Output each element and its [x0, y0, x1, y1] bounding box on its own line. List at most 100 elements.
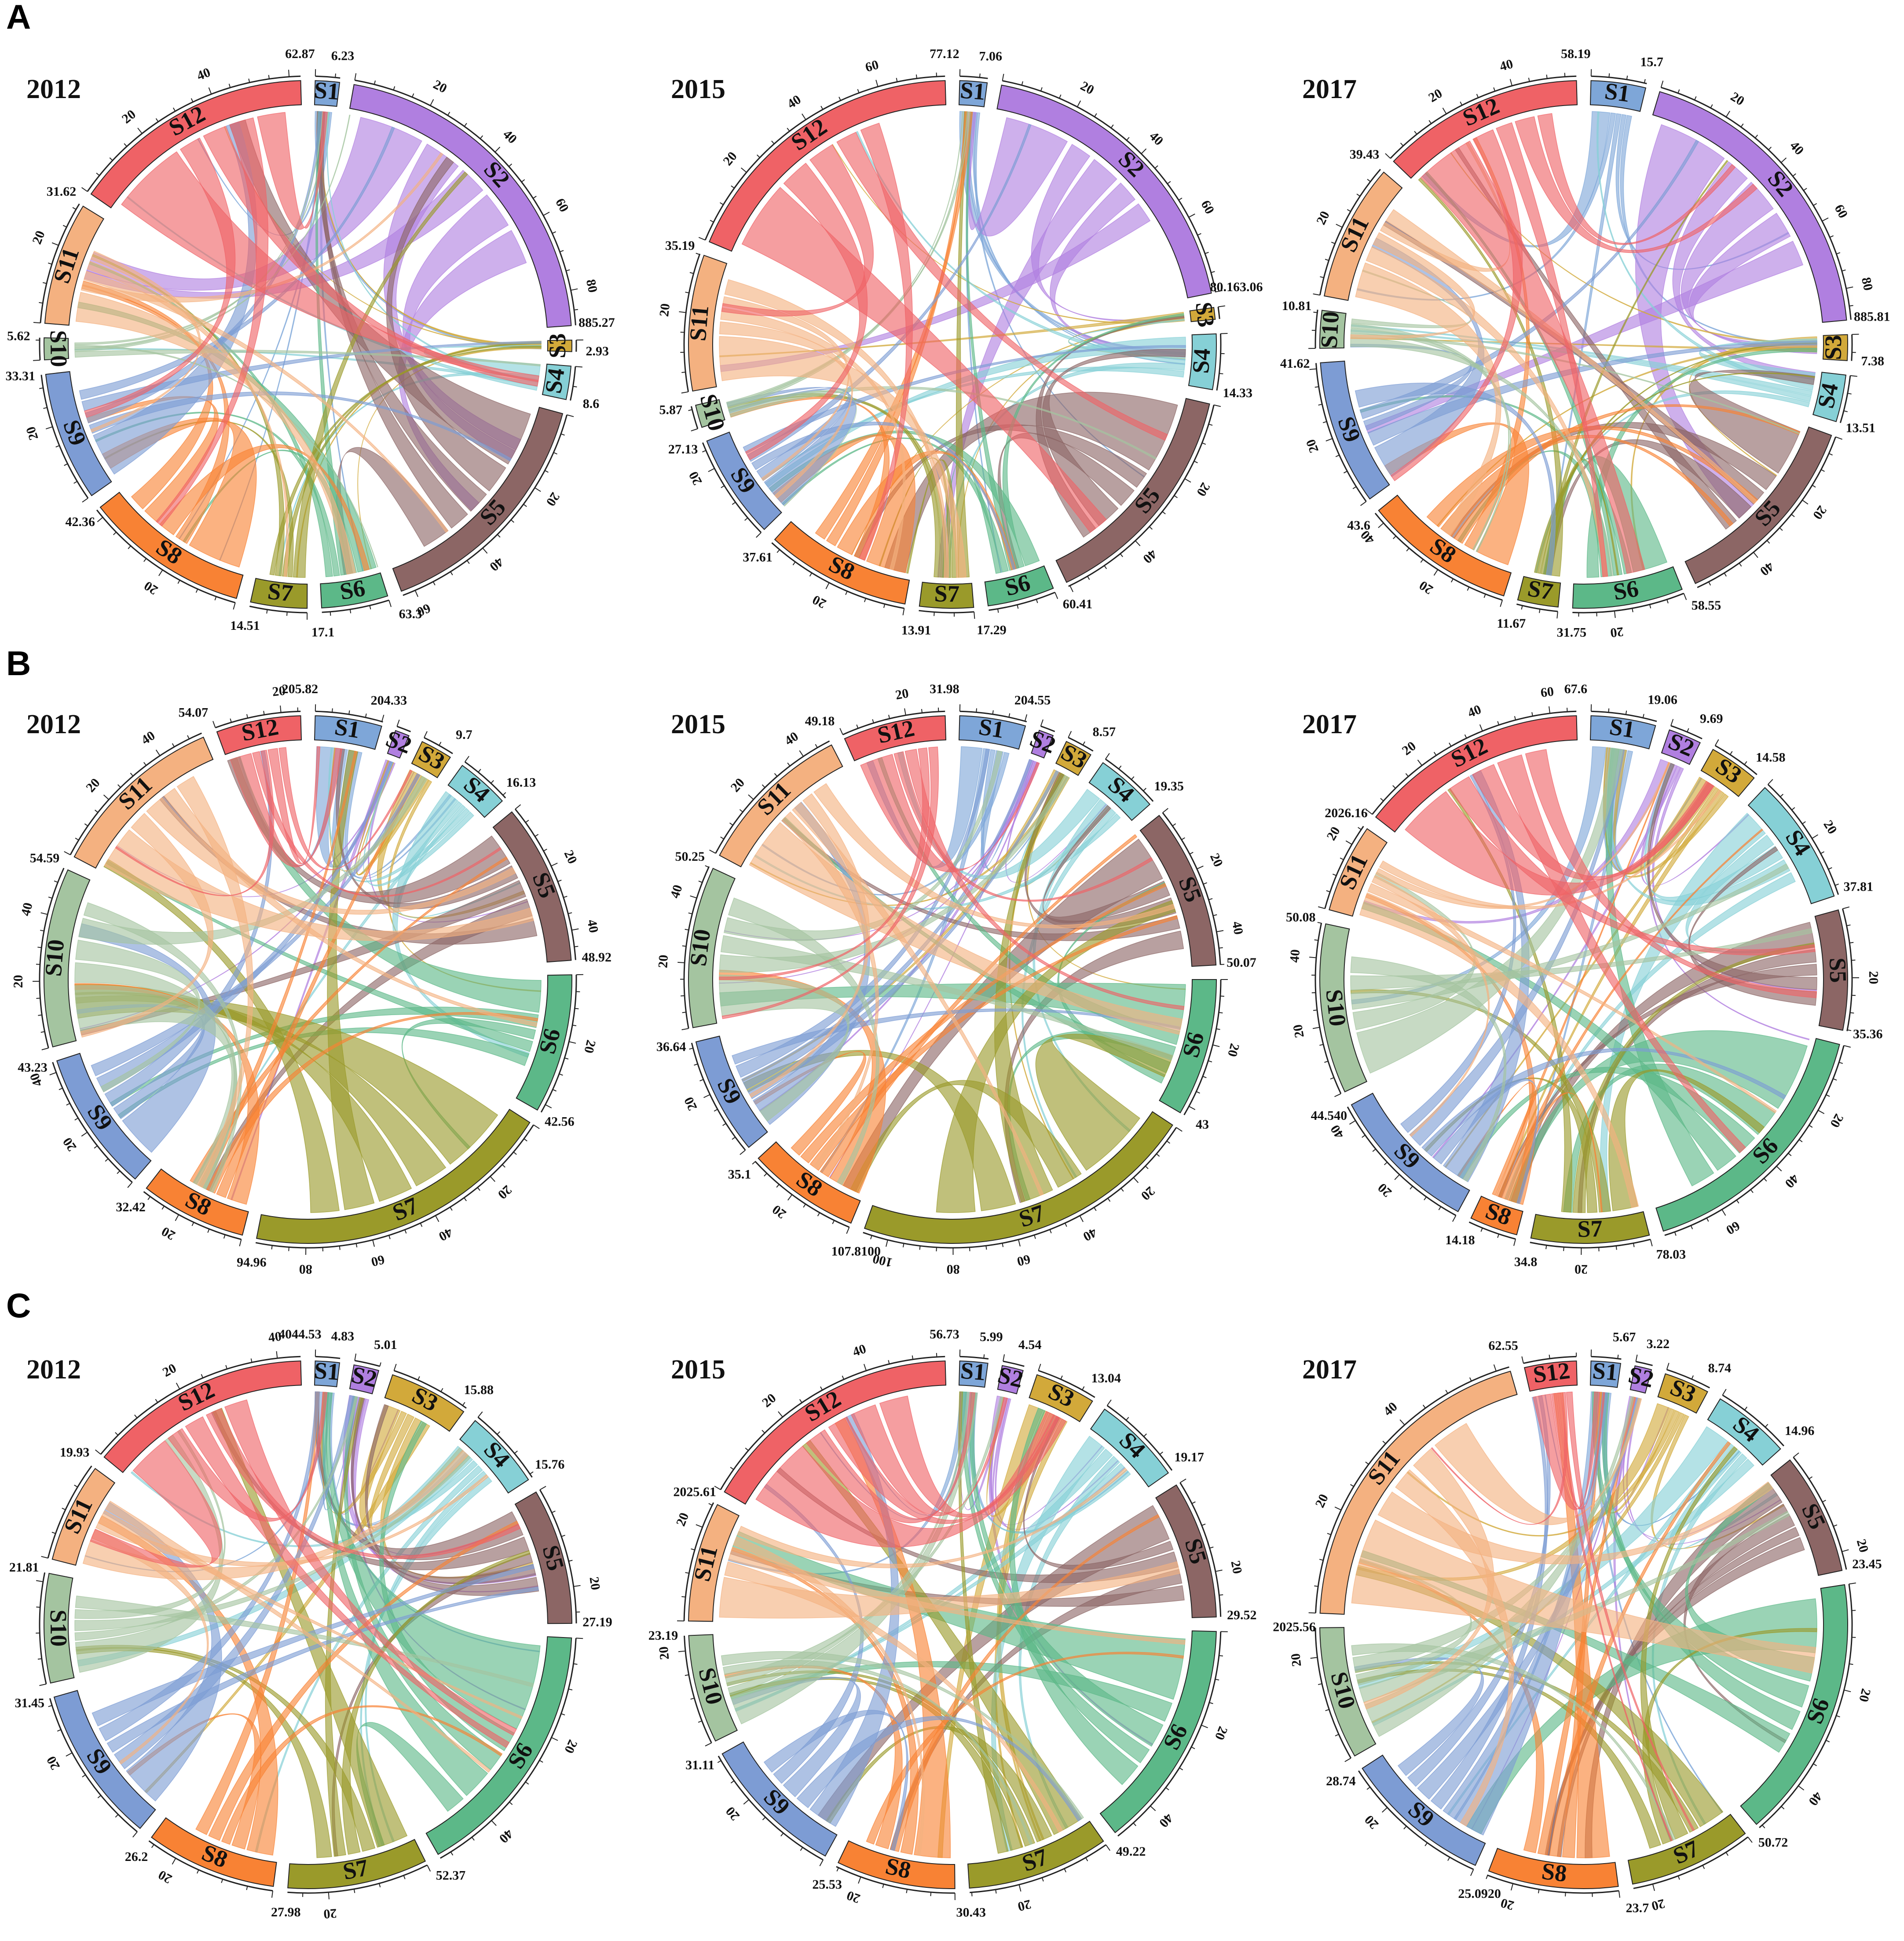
tick-mark [840, 728, 843, 735]
tick-label: 20 [1856, 1687, 1873, 1703]
tick-mark [1380, 798, 1384, 801]
tick-mark [1077, 101, 1080, 107]
segment-total-S10: 5.87 [659, 403, 682, 417]
tick-label: 20 [728, 775, 747, 795]
segment-label-S4: S4 [1187, 347, 1216, 374]
tick-mark [1423, 1405, 1425, 1408]
tick-label: 20 [686, 469, 705, 488]
tick-mark [1133, 1823, 1136, 1826]
tick-mark [1616, 1246, 1617, 1250]
tick-mark [48, 897, 52, 898]
tick-mark [192, 1222, 194, 1226]
tick-mark [187, 735, 189, 739]
tick-mark [355, 73, 356, 80]
tick-mark [105, 1159, 108, 1161]
tick-mark [976, 708, 977, 712]
segment-total-S6: 17.29 [977, 623, 1007, 637]
tick-mark [64, 852, 70, 855]
tick-mark [864, 1364, 866, 1371]
tick-mark [1041, 88, 1042, 91]
segment-total-S10: 23.19 [648, 1628, 678, 1643]
tick-mark [571, 289, 578, 290]
tick-label: 40 [1498, 56, 1515, 74]
tick-label: 20 [431, 77, 449, 96]
tick-mark [696, 1524, 703, 1527]
tick-mark [1762, 1825, 1765, 1828]
tick-mark [743, 1800, 749, 1804]
segment-S4: 8.6S4 [540, 364, 599, 411]
segment-total-S8: 25.0920 [1458, 1886, 1501, 1901]
tick-mark [522, 179, 525, 182]
tick-mark [430, 99, 433, 106]
segment-total-S7: 14.51 [230, 618, 260, 633]
tick-mark [1439, 1206, 1441, 1210]
tick-mark [1494, 1364, 1496, 1371]
tick-label: 60 [553, 196, 571, 214]
tick-label: 80 [583, 278, 600, 294]
tick-mark [1150, 1806, 1156, 1811]
segment-label-S6: S6 [1611, 575, 1640, 605]
tick-label: 80 [299, 1262, 312, 1276]
segment-total-S12: 4044.53 [278, 1327, 322, 1342]
tick-mark [46, 427, 52, 429]
segment-total-S11: 31.62 [47, 184, 77, 199]
segment-total-S9: 31.11 [685, 1758, 714, 1773]
tick-mark [441, 1388, 443, 1392]
segment-label-S3: S3 [1820, 335, 1847, 360]
segment-S2: S2 [1026, 720, 1059, 759]
tick-mark [1802, 822, 1805, 824]
tick-mark [1781, 1806, 1784, 1809]
tick-mark [1336, 455, 1339, 457]
segment-total-S2: 885.27 [579, 315, 615, 330]
tick-mark [1065, 1223, 1067, 1227]
segment-label-S4: S4 [1812, 380, 1843, 410]
tick-label: 40 [785, 92, 804, 111]
tick-mark [1792, 808, 1795, 810]
tick-mark [397, 720, 399, 726]
tick-mark [1362, 1135, 1365, 1137]
tick-mark [1722, 1210, 1725, 1216]
tick-mark [826, 583, 829, 589]
tick-mark [450, 572, 453, 575]
tick-mark [1511, 1883, 1513, 1890]
tick-mark [820, 1387, 822, 1390]
tick-mark [1446, 1390, 1448, 1393]
tick-mark [552, 1511, 555, 1513]
tick-mark [764, 1173, 767, 1177]
segment-total-S10: 50.25 [675, 849, 705, 864]
tick-mark [568, 1689, 572, 1690]
segment-total-S3: 13.04 [1091, 1371, 1121, 1385]
tick-mark [1608, 709, 1609, 713]
tick-label: 80 [1859, 276, 1876, 292]
segment-label-S1: S1 [1592, 1357, 1619, 1386]
tick-mark [1707, 1218, 1709, 1221]
tick-mark [404, 1875, 405, 1879]
tick-mark [1309, 957, 1316, 958]
tick-mark [1410, 1186, 1413, 1189]
tick-mark [1750, 1190, 1753, 1193]
tick-mark [1313, 312, 1317, 313]
tick-axis [919, 610, 974, 613]
tick-mark [1064, 1868, 1066, 1872]
tick-mark [903, 1243, 904, 1247]
tick-mark [66, 1103, 70, 1105]
tick-mark [1829, 453, 1832, 455]
tick-mark [1844, 1045, 1851, 1047]
tick-mark [1851, 960, 1855, 961]
tick-mark [1055, 592, 1058, 599]
tick-mark [1741, 124, 1743, 127]
segment-total-S3: 8.57 [1093, 725, 1116, 739]
tick-mark [1119, 766, 1121, 769]
tick-mark [568, 913, 572, 914]
tick-mark [699, 238, 705, 240]
tick-mark [882, 1884, 883, 1888]
tick-mark [718, 1761, 721, 1763]
segment-label-S11: S11 [685, 304, 714, 342]
tick-label: 40 [500, 127, 520, 147]
tick-mark [1179, 1768, 1183, 1770]
tick-mark [1667, 599, 1668, 603]
tick-mark [63, 225, 66, 227]
tick-mark [117, 1171, 120, 1173]
